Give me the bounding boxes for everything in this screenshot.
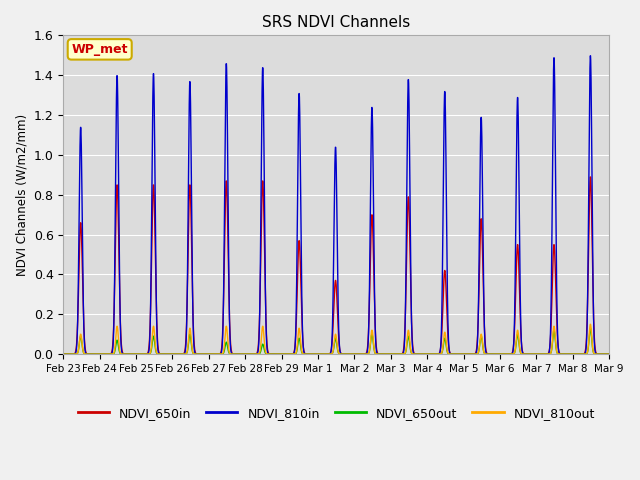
NDVI_650in bbox=[154, 344, 162, 349]
NDVI_810out bbox=[605, 351, 613, 357]
NDVI_650in bbox=[587, 174, 595, 180]
Legend: NDVI_650in, NDVI_810in, NDVI_650out, NDVI_810out: NDVI_650in, NDVI_810in, NDVI_650out, NDV… bbox=[72, 402, 600, 425]
NDVI_810out bbox=[269, 351, 276, 357]
NDVI_650in bbox=[595, 351, 603, 357]
NDVI_810in bbox=[60, 351, 67, 357]
NDVI_650in bbox=[122, 351, 129, 357]
Title: SRS NDVI Channels: SRS NDVI Channels bbox=[262, 15, 410, 30]
NDVI_650out bbox=[595, 351, 603, 357]
NDVI_650in bbox=[605, 351, 613, 357]
NDVI_810in bbox=[536, 351, 544, 357]
NDVI_810in bbox=[122, 351, 129, 357]
NDVI_810out bbox=[122, 351, 129, 357]
NDVI_650in bbox=[351, 351, 358, 357]
NDVI_810in bbox=[292, 303, 300, 309]
NDVI_650in bbox=[60, 351, 67, 357]
NDVI_650in bbox=[269, 351, 276, 357]
NDVI_810in bbox=[605, 351, 613, 357]
NDVI_650out bbox=[154, 351, 162, 357]
Text: WP_met: WP_met bbox=[72, 43, 128, 56]
NDVI_650out bbox=[269, 351, 276, 357]
NDVI_650out bbox=[60, 351, 67, 357]
NDVI_810out bbox=[587, 322, 595, 327]
NDVI_810out bbox=[154, 351, 162, 357]
Line: NDVI_650out: NDVI_650out bbox=[63, 328, 609, 354]
Line: NDVI_810out: NDVI_810out bbox=[63, 324, 609, 354]
NDVI_810out bbox=[60, 351, 67, 357]
NDVI_810out bbox=[95, 351, 103, 357]
NDVI_810out bbox=[595, 351, 603, 357]
NDVI_650out bbox=[587, 325, 595, 331]
NDVI_810in bbox=[595, 351, 603, 357]
Y-axis label: NDVI Channels (W/m2/mm): NDVI Channels (W/m2/mm) bbox=[15, 114, 28, 276]
NDVI_810in bbox=[154, 347, 162, 353]
NDVI_810in bbox=[351, 351, 358, 357]
NDVI_650out bbox=[605, 351, 613, 357]
NDVI_810in bbox=[587, 53, 595, 59]
NDVI_650in bbox=[292, 318, 300, 324]
NDVI_810in bbox=[269, 351, 276, 357]
Line: NDVI_650in: NDVI_650in bbox=[63, 177, 609, 354]
NDVI_650out bbox=[536, 351, 544, 357]
NDVI_650in bbox=[536, 351, 544, 357]
NDVI_810out bbox=[536, 351, 544, 357]
NDVI_810out bbox=[292, 348, 300, 354]
Line: NDVI_810in: NDVI_810in bbox=[63, 56, 609, 354]
NDVI_650out bbox=[292, 349, 300, 355]
NDVI_650out bbox=[278, 351, 285, 357]
NDVI_650out bbox=[122, 351, 129, 357]
